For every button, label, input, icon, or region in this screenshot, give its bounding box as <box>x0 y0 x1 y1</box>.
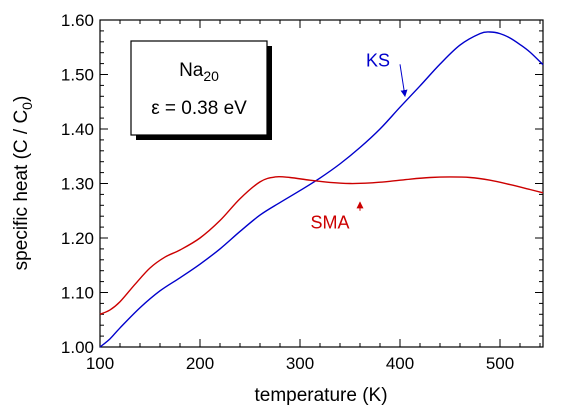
x-tick-label: 400 <box>386 354 414 373</box>
y-axis-title-prefix: specific heat (C / C <box>11 110 32 271</box>
y-tick-label: 1.00 <box>61 338 94 357</box>
inset-line1: Na20 <box>179 60 219 84</box>
x-tick-label: 100 <box>86 354 114 373</box>
x-axis: 100 200 300 400 500 <box>86 20 541 373</box>
inset-line2: ε = 0.38 eV <box>151 98 247 119</box>
y-tick-label: 1.30 <box>61 175 94 194</box>
y-axis: 1.00 1.10 1.20 1.30 1.40 1.50 1.60 <box>61 11 543 357</box>
inset-frame <box>130 40 268 136</box>
y-tick-label: 1.60 <box>61 11 94 30</box>
x-tick-label: 200 <box>186 354 214 373</box>
series-arrow-ks <box>399 64 408 97</box>
y-tick-label: 1.10 <box>61 284 94 303</box>
x-tick-label: 300 <box>286 354 314 373</box>
inset-box: Na20 ε = 0.38 eV <box>130 40 272 140</box>
series-label-ks: KS <box>366 50 390 70</box>
y-axis-title: specific heat (C / C0) <box>11 96 35 271</box>
inset-line1-sub: 20 <box>203 68 219 84</box>
inset-line1-main: Na <box>179 60 204 81</box>
x-axis-title: temperature (K) <box>254 385 387 406</box>
series-line-sma <box>99 175 544 315</box>
y-tick-label: 1.50 <box>61 66 94 85</box>
series-labels: KS SMA <box>310 50 408 233</box>
series-lines <box>99 31 544 348</box>
y-tick-label: 1.40 <box>61 120 94 139</box>
y-tick-label: 1.20 <box>61 229 94 248</box>
x-tick-label: 500 <box>486 354 514 373</box>
series-line-ks <box>99 31 544 348</box>
series-label-sma: SMA <box>310 213 349 233</box>
y-axis-title-suffix: ) <box>11 96 32 102</box>
y-axis-title-sub: 0 <box>19 102 35 110</box>
